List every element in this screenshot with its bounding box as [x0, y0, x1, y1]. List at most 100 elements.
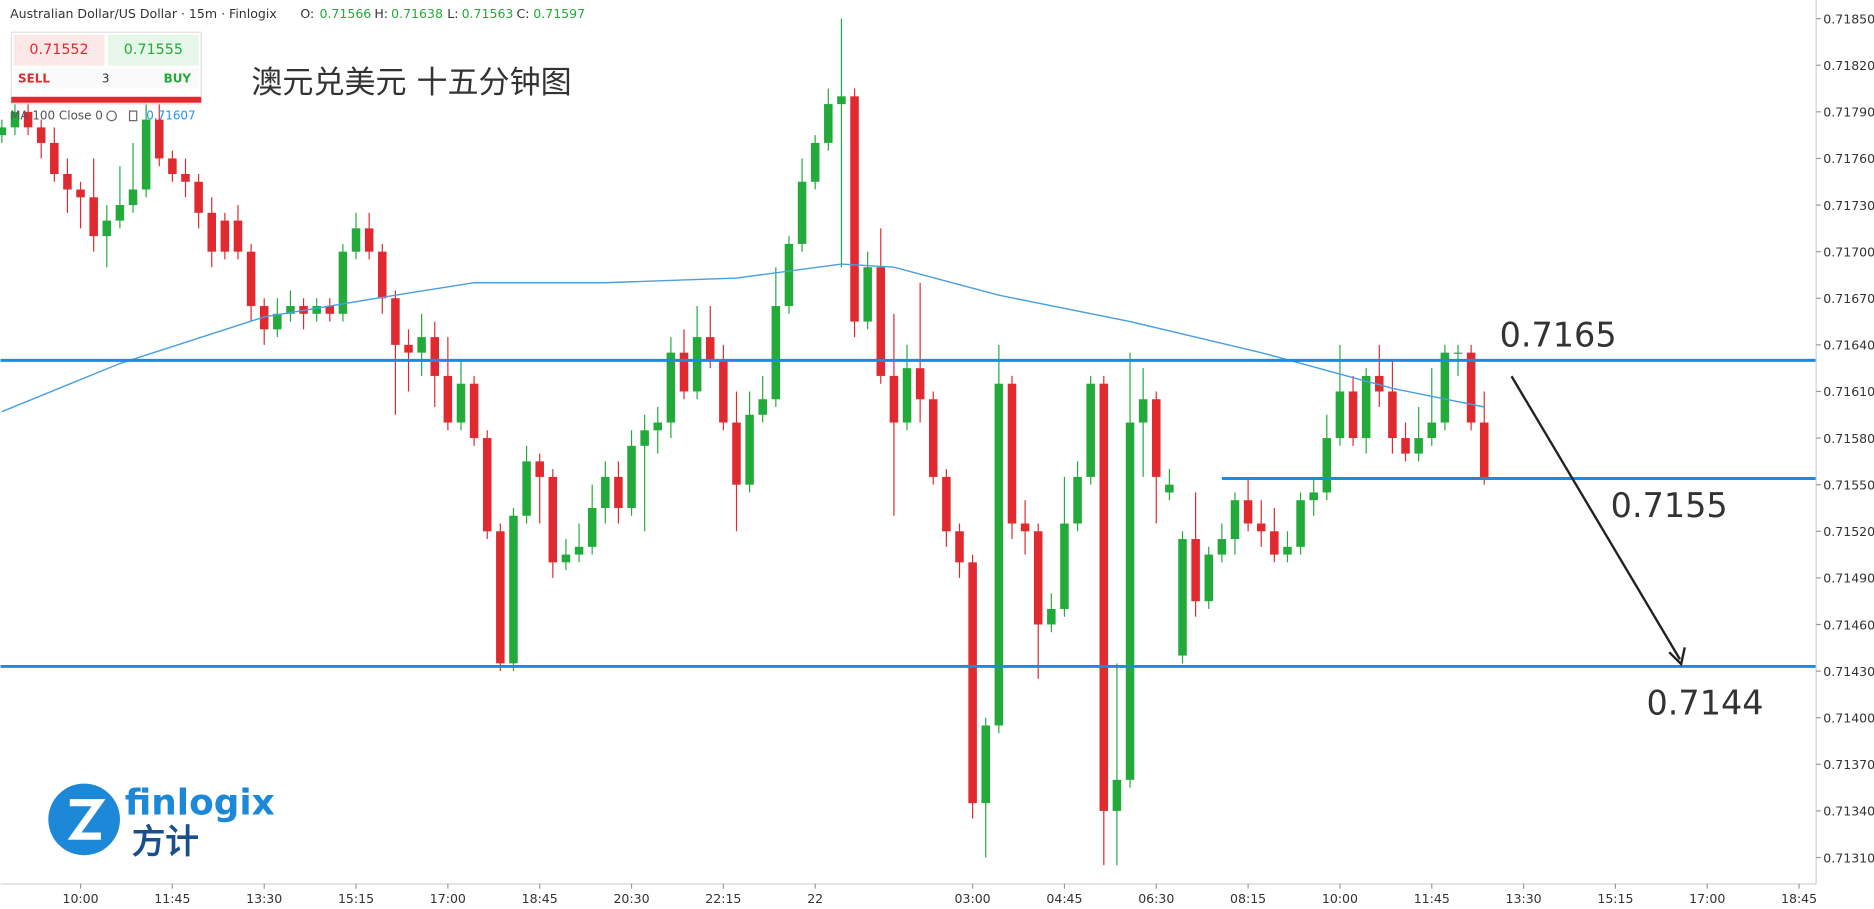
header: Australian Dollar/US Dollar · 15m · Finl…: [10, 6, 585, 21]
candle-body: [797, 181, 807, 244]
candle-body: [614, 476, 623, 508]
candle-body: [915, 368, 925, 400]
candle-body: [1466, 352, 1476, 423]
candle-body: [1375, 375, 1384, 392]
x-tick-label: 13:30: [1506, 891, 1542, 906]
ohlc-label: C:: [517, 6, 530, 21]
candle-body: [640, 430, 649, 446]
candle-body: [968, 562, 977, 804]
candle-body: [378, 251, 387, 299]
y-tick-label: 0.71550: [1823, 477, 1874, 492]
indicator-value: 0.71607: [146, 108, 195, 122]
candle-body: [246, 251, 256, 307]
x-tick-label: 10:00: [62, 891, 98, 906]
candle-body: [627, 445, 636, 508]
spread-bar: [11, 96, 202, 103]
candle-body: [1152, 399, 1161, 477]
y-tick-label: 0.71310: [1823, 850, 1874, 865]
candle-body: [1230, 500, 1240, 540]
quantity[interactable]: 3: [102, 71, 110, 85]
buy-price[interactable]: 0.71555: [124, 42, 183, 58]
y-tick-label: 0.71520: [1823, 524, 1874, 539]
x-tick-label: 03:00: [955, 891, 991, 906]
candle-body: [1112, 779, 1122, 811]
x-tick-label: 13:30: [246, 891, 282, 906]
buy-button[interactable]: [108, 34, 199, 66]
candle-body: [509, 515, 518, 664]
candle-body: [168, 158, 177, 174]
candle-body: [312, 306, 321, 314]
annotation: 0.7144: [1647, 683, 1764, 722]
arrow-head: [1668, 647, 1686, 667]
indicator-label: MA 100 Close 0: [10, 108, 103, 122]
logo-name: finlogix: [125, 783, 275, 824]
candle-body: [391, 298, 400, 345]
logo-chinese: 方计: [132, 822, 199, 861]
candle-body: [273, 313, 282, 330]
candle-body: [561, 554, 571, 563]
x-tick-label: 11:45: [154, 891, 190, 906]
annotation: 0.7165: [1500, 315, 1617, 354]
candle-body: [942, 476, 951, 532]
candle-body: [732, 422, 741, 485]
logo: finlogix 方计: [48, 783, 275, 861]
trade-box: 0.71552 0.71555 SELL 3 BUY: [10, 31, 202, 105]
candle-body: [548, 476, 558, 563]
candle-body: [771, 306, 781, 400]
y-tick-label: 0.71730: [1823, 198, 1874, 213]
candle-body: [928, 399, 938, 477]
candle-body: [63, 173, 72, 190]
candle-body: [456, 383, 466, 423]
candle-body: [286, 306, 295, 314]
quantity-field[interactable]: [13, 68, 199, 89]
candle-body: [115, 205, 125, 221]
candle-body: [233, 220, 243, 252]
candle-body: [902, 368, 912, 423]
delete-icon[interactable]: [128, 110, 138, 122]
arrow: [1510, 375, 1681, 660]
y-tick-label: 0.71610: [1823, 384, 1874, 399]
candle-body: [1165, 484, 1174, 493]
candle-body: [404, 344, 413, 353]
sell-label[interactable]: SELL: [18, 71, 50, 85]
candle-body: [824, 104, 833, 143]
candle-body: [1270, 531, 1279, 555]
candle-body: [1099, 383, 1109, 811]
ohlc-label: L:: [447, 6, 458, 21]
ohlc-label: O:: [300, 6, 314, 21]
candle-body: [1322, 438, 1332, 493]
x-tick-label: 10:00: [1322, 891, 1358, 906]
x-tick-label: 17:00: [430, 891, 466, 906]
candle-body: [496, 531, 505, 664]
y-tick-label: 0.71580: [1823, 431, 1874, 446]
symbol: Australian Dollar/US Dollar · 15m · Finl…: [10, 6, 277, 21]
candle-body: [1125, 422, 1135, 780]
annotation: 0.7155: [1611, 486, 1728, 525]
candle-body: [364, 228, 374, 252]
candle-body: [1191, 539, 1200, 602]
candle-body: [679, 352, 689, 392]
sell-button[interactable]: [13, 34, 105, 66]
candle-body: [102, 220, 112, 237]
candle-body: [1309, 492, 1318, 501]
candle-body: [128, 189, 138, 206]
candle-body: [1086, 383, 1095, 477]
y-tick-label: 0.71490: [1823, 571, 1874, 586]
x-tick-label: 17:00: [1689, 891, 1725, 906]
candle-body: [325, 306, 335, 314]
sell-price[interactable]: 0.71552: [29, 42, 88, 58]
candle-body: [1296, 500, 1305, 547]
x-tick-label: 04:45: [1046, 891, 1082, 906]
y-tick-label: 0.71370: [1823, 757, 1874, 772]
buy-label[interactable]: BUY: [164, 71, 192, 85]
candle-body: [1335, 391, 1345, 439]
ohlc-value: 0.71566: [319, 6, 371, 21]
x-tick-label: 08:15: [1230, 891, 1266, 906]
x-tick-label: 18:45: [1781, 891, 1817, 906]
candle-body: [863, 267, 872, 322]
x-tick-label: 18:45: [522, 891, 558, 906]
candle-body: [417, 337, 426, 353]
candle-body: [745, 414, 754, 485]
settings-icon[interactable]: [106, 110, 117, 122]
